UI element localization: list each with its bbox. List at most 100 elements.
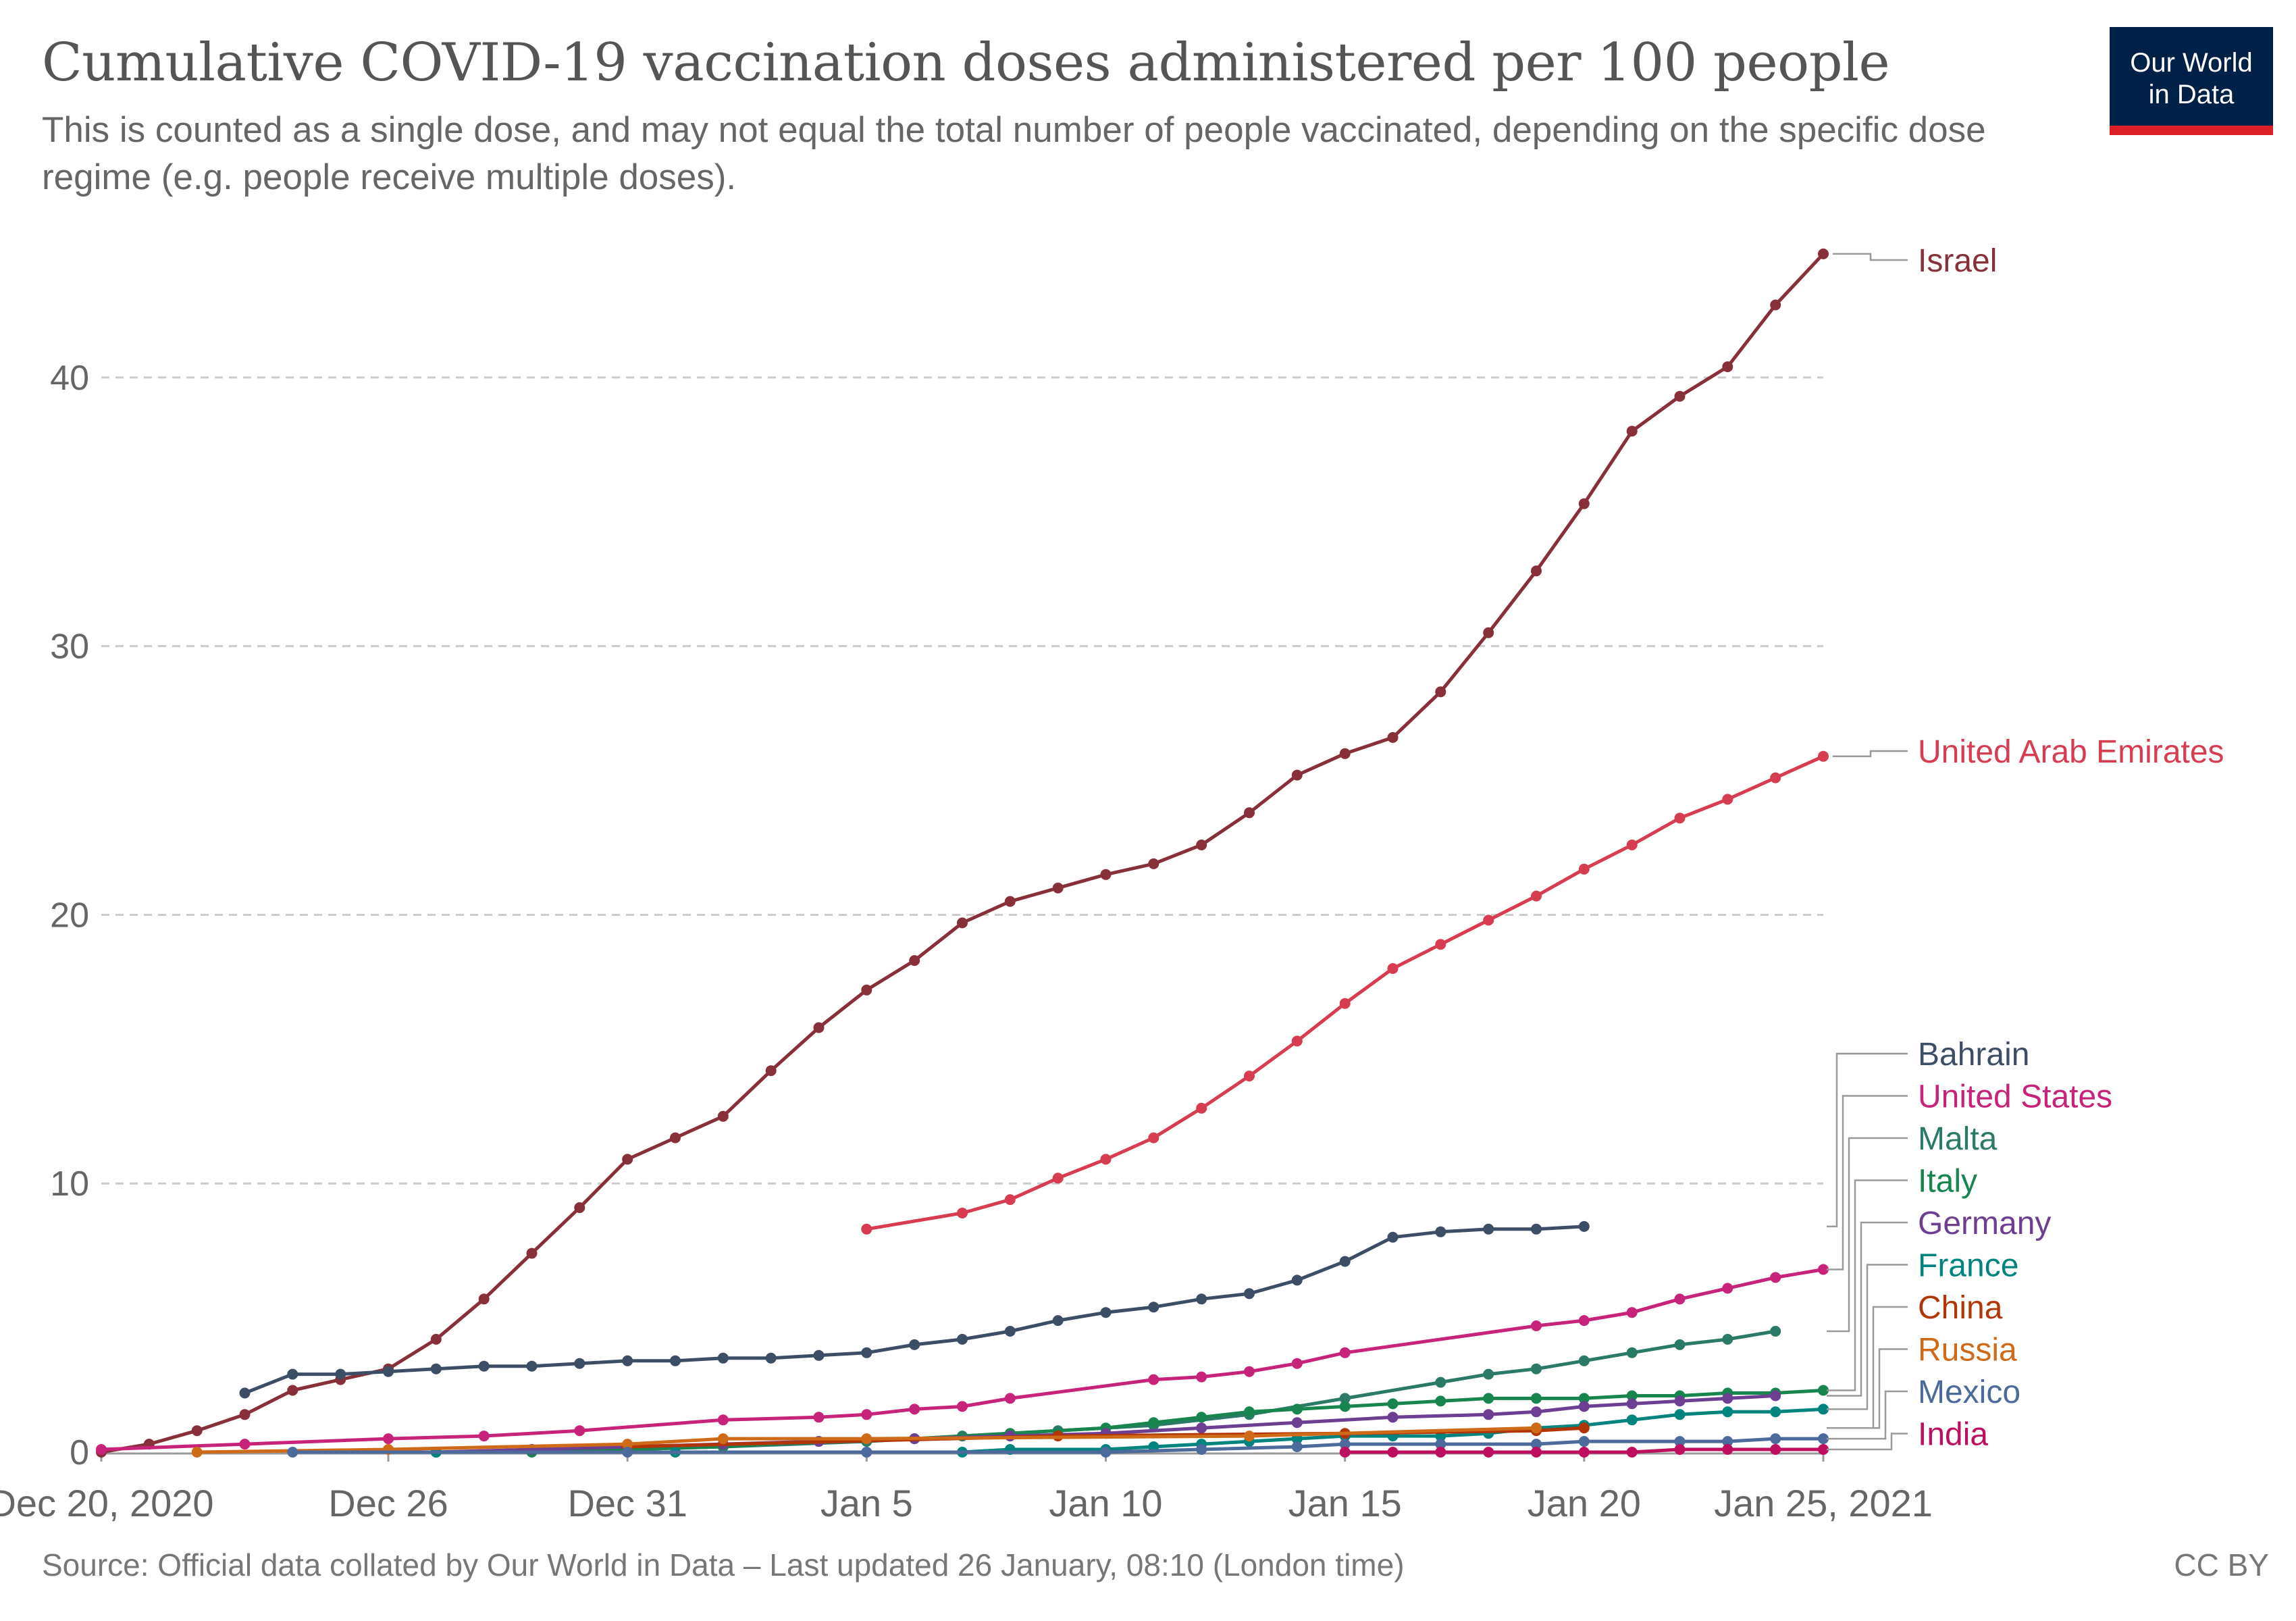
series-line-united-states [99,1268,1825,1451]
data-point [1722,361,1733,372]
data-point [287,1447,298,1458]
data-point [1100,1154,1112,1165]
data-point [1244,1071,1255,1082]
data-point [1148,1374,1159,1385]
data-point [1722,1283,1733,1294]
data-point [1339,1447,1351,1458]
data-point [478,1431,490,1442]
data-point [1818,1385,1829,1396]
data-point [335,1368,346,1380]
data-point [1004,1326,1016,1337]
chart-title: Cumulative COVID-19 vaccination doses ad… [42,32,1890,93]
data-point [383,1433,394,1445]
data-point [96,1444,107,1455]
data-point [861,1447,872,1458]
data-point [1626,1347,1638,1358]
data-point [670,1132,681,1143]
data-point [1435,1447,1446,1458]
license-label[interactable]: CC BY [2174,1547,2269,1583]
data-point [1148,858,1159,869]
data-point [1531,1422,1542,1434]
data-point [1339,1347,1351,1358]
data-point [430,1333,442,1345]
data-point [574,1425,585,1437]
data-point [670,1355,681,1366]
data-point [1196,1412,1207,1423]
data-point [1483,1223,1494,1235]
data-point [1626,1390,1638,1401]
data-point [1100,1307,1112,1318]
data-point [717,1110,729,1122]
data-point [1148,1302,1159,1313]
data-point [1531,890,1542,902]
data-point [765,1352,777,1364]
data-point [1483,1447,1494,1458]
label-connector [1827,1095,1908,1270]
data-point [1531,565,1542,577]
data-point [1291,1441,1303,1452]
series-label-china: China [1918,1290,2003,1326]
data-point [430,1363,442,1374]
data-point [1196,840,1207,850]
x-tick-label: Jan 20 [1528,1482,1641,1524]
data-point [861,1409,872,1420]
data-point [1004,896,1016,907]
y-tick-label: 0 [70,1433,89,1472]
data-point [1722,1444,1733,1455]
data-point [1244,1406,1255,1418]
data-point [909,1339,920,1350]
data-point [1196,1371,1207,1383]
label-connector [1827,1433,1908,1451]
data-point [239,1387,251,1399]
data-point [1626,1447,1638,1458]
y-tick-label: 10 [50,1164,89,1204]
data-point [1339,748,1351,759]
data-point [1626,1307,1638,1318]
data-point [1578,1422,1590,1434]
data-point [1674,813,1686,824]
data-point [1770,772,1781,783]
series-line-mexico [290,1437,1825,1454]
data-point [1196,1422,1207,1434]
data-point [478,1360,490,1372]
data-point [1531,1223,1542,1235]
data-point [1483,627,1494,638]
y-tick-label: 20 [50,896,89,935]
x-tick-label: Dec 26 [328,1482,448,1524]
data-point [1387,1231,1399,1243]
data-point [813,1412,825,1423]
data-point [622,1447,633,1458]
data-point [1674,1409,1686,1420]
data-point [1291,1275,1303,1286]
data-point [1052,1173,1064,1184]
data-point [1435,1376,1446,1388]
data-point [813,1349,825,1361]
data-point [765,1065,777,1077]
data-point [239,1439,251,1450]
series-label-bahrain: Bahrain [1918,1037,2029,1073]
series-line-united-arab-emirates [864,754,1825,1231]
data-point [1818,1264,1829,1275]
data-point [191,1447,203,1458]
data-point [909,1404,920,1415]
data-point [861,984,872,996]
series-line-israel [99,252,1825,1454]
data-point [1770,1433,1781,1445]
data-point [1578,863,1590,875]
data-point [526,1360,538,1372]
data-point [1818,1433,1829,1445]
data-point [861,1223,872,1235]
label-connector [1827,1179,1908,1391]
data-point [957,1333,968,1345]
data-point [574,1202,585,1213]
data-point [1578,1447,1590,1458]
data-point [1483,1368,1494,1380]
data-point [1674,390,1686,402]
data-point [1578,1355,1590,1366]
data-point [1435,939,1446,950]
owid-logo[interactable]: Our World in Data [2110,27,2273,135]
data-point [1578,1220,1590,1232]
data-point [717,1414,729,1426]
data-point [717,1433,729,1445]
